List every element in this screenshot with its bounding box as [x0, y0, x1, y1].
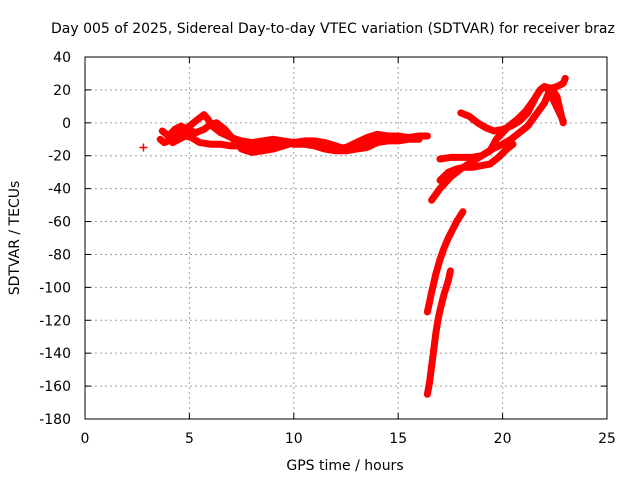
x-tick-label: 25	[598, 431, 616, 447]
y-tick-label: 40	[53, 50, 71, 66]
data-point-marker	[139, 143, 148, 152]
x-tick-label: 20	[494, 431, 512, 447]
grid-lines	[85, 57, 607, 419]
y-tick-label: -160	[39, 379, 71, 395]
y-tick-labels: 40 20 0 -20 -40 -60 -80 -100 -120 -140 -160 -180	[39, 50, 71, 428]
y-axis-label: SDTVAR / TECUs	[7, 181, 23, 296]
y-tick-label: -60	[48, 215, 71, 231]
y-tick-label: 20	[53, 83, 71, 99]
y-tick-label: -20	[48, 149, 71, 165]
data-series-2	[158, 119, 423, 156]
y-tick-label: 0	[62, 116, 71, 132]
x-tick-label: 0	[81, 431, 90, 447]
data-series-6	[428, 86, 567, 204]
y-tick-label: -100	[39, 280, 71, 296]
chart-title: Day 005 of 2025, Sidereal Day-to-day VTE…	[51, 21, 615, 37]
data-series-5	[423, 267, 454, 398]
x-tick-labels: 0 5 10 15 20 25	[81, 431, 616, 447]
x-tick-label: 15	[389, 431, 407, 447]
data-series-4	[423, 208, 467, 316]
y-tick-label: -40	[48, 182, 71, 198]
x-tick-label: 10	[285, 431, 303, 447]
data-series	[139, 74, 569, 398]
data-series-3	[169, 132, 423, 155]
axis-ticks	[84, 56, 608, 420]
y-tick-label: -180	[39, 412, 71, 428]
y-tick-label: -80	[48, 247, 71, 263]
y-tick-label: -140	[39, 346, 71, 362]
x-axis-label: GPS time / hours	[286, 458, 403, 474]
x-tick-label: 5	[185, 431, 194, 447]
plot-frame	[84, 56, 608, 420]
data-series-8	[436, 140, 517, 184]
y-tick-label: -120	[39, 313, 71, 329]
data-series-9	[457, 83, 567, 135]
